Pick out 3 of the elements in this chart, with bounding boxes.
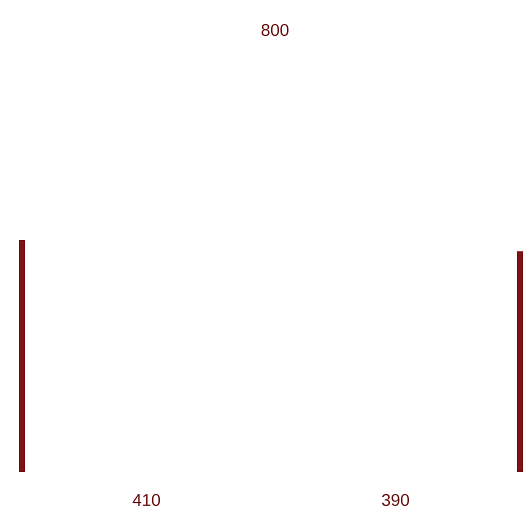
chart-title: 800 [262, 24, 289, 36]
data-label: 390 [382, 494, 410, 506]
data-label: 410 [132, 494, 160, 506]
